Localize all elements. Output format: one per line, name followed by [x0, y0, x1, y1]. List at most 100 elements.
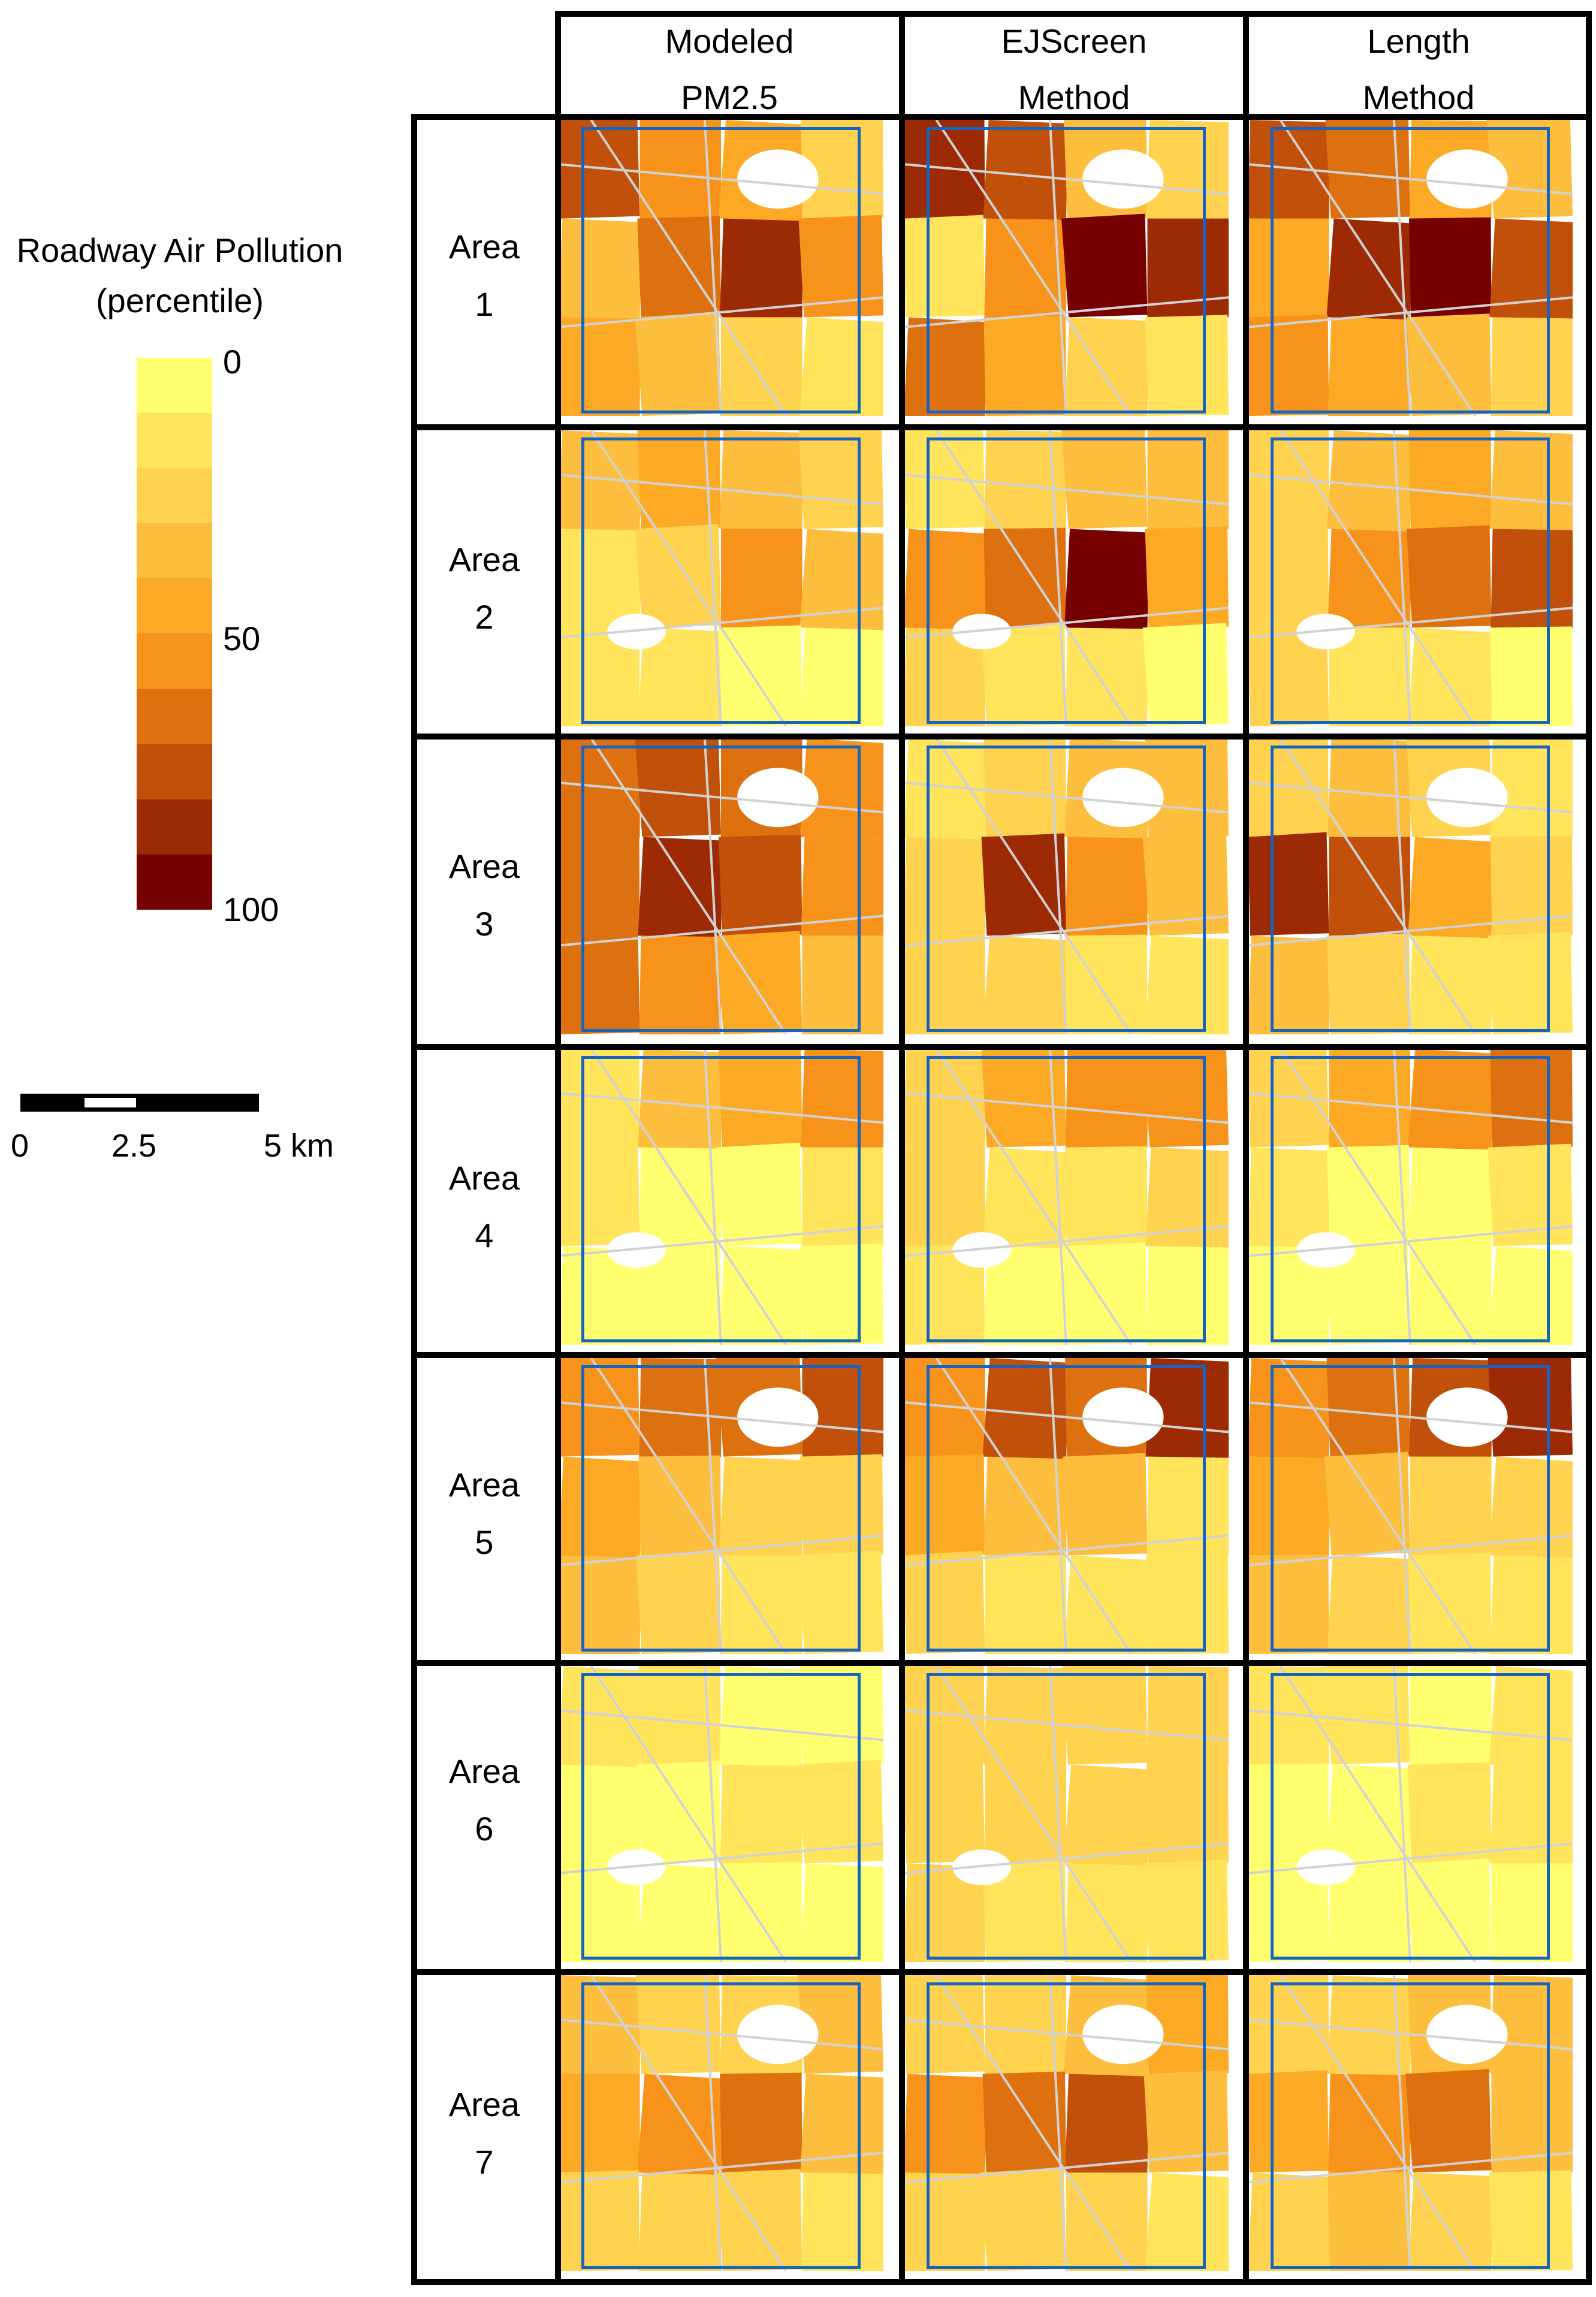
map-tract-patch: [559, 835, 640, 936]
map-tract-patch: [1326, 1145, 1410, 1246]
grid-line: [555, 11, 561, 2285]
map-tract-patch: [636, 1975, 721, 2074]
map-tract-patch: [904, 1759, 985, 1864]
road-line: [703, 1666, 722, 1962]
road-line: [703, 1049, 722, 1345]
road-line: [590, 120, 788, 416]
map-tract-patch: [721, 317, 802, 416]
map-tract-patch: [1066, 837, 1148, 937]
map-empty-area: [1426, 149, 1508, 209]
map-tract-patch: [1405, 2069, 1492, 2173]
road-line: [1248, 473, 1573, 506]
map-extent-frame: [581, 1056, 861, 1342]
map-extent-frame: [927, 437, 1206, 724]
row-header-area-5: Area 5: [414, 1456, 555, 1571]
map-area-3-modeled-pm25: [559, 738, 883, 1034]
map-tract-patch: [1489, 1246, 1573, 1345]
map-tract-patch: [1142, 623, 1229, 726]
map-tract-patch: [636, 1552, 721, 1654]
road-line: [904, 2151, 1229, 2184]
road-line: [1392, 738, 1411, 1034]
map-extent-frame: [581, 745, 861, 1032]
road-line: [1392, 1666, 1411, 1962]
map-tract-patch: [1408, 1762, 1492, 1864]
legend-swatch-7: [137, 689, 212, 744]
road-line: [904, 1225, 1229, 1257]
map-tract-patch: [1324, 1451, 1410, 1556]
map-area-6-modeled-pm25: [559, 1666, 883, 1962]
map-tract-patch: [1147, 1456, 1229, 1556]
map-tract-patch: [1329, 627, 1410, 726]
map-tract-patch: [559, 430, 642, 531]
map-tract-patch: [983, 1456, 1067, 1557]
road-line: [904, 914, 1229, 947]
map-tract-patch: [1488, 932, 1573, 1034]
map-tract-patch: [559, 738, 641, 838]
road-line: [904, 1534, 1229, 1566]
road-line: [590, 738, 788, 1034]
map-extent-frame: [1271, 1365, 1550, 1652]
road-line: [935, 1049, 1133, 1345]
map-tract-patch: [980, 2168, 1066, 2271]
map-tract-patch: [983, 1666, 1067, 1766]
road-line: [559, 296, 883, 328]
map-extent-frame: [927, 127, 1206, 413]
legend-label-0: 0: [223, 343, 242, 381]
map-tract-patch: [985, 1764, 1066, 1864]
map-tract-patch: [1328, 738, 1411, 838]
road-line: [935, 120, 1133, 416]
row-header-line2: 7: [475, 2143, 494, 2181]
map-tract-patch: [638, 1245, 721, 1345]
road-line: [1279, 1049, 1477, 1345]
map-tract-patch: [1408, 627, 1494, 726]
road-line: [1248, 781, 1573, 814]
map-tract-patch: [1248, 935, 1331, 1034]
map-tract-patch: [800, 2073, 883, 2175]
map-tract-patch: [1491, 2073, 1573, 2173]
map-svg: [1248, 1358, 1573, 1654]
map-tract-patch: [559, 626, 640, 726]
grid-line: [411, 734, 1592, 739]
road-line: [559, 1534, 883, 1566]
map-tract-patch: [1329, 1049, 1410, 1148]
map-tract-patch: [904, 1243, 985, 1345]
road-line: [1248, 914, 1573, 947]
row-header-line2: 6: [475, 1810, 494, 1848]
column-header-line1: EJScreen: [1001, 22, 1147, 60]
map-tract-patch: [1489, 1666, 1573, 1767]
map-svg: [904, 1975, 1229, 2271]
map-svg: [1248, 1666, 1573, 1962]
road-line: [1248, 1401, 1573, 1433]
legend-label-100: 100: [223, 891, 279, 928]
map-svg: [559, 1666, 883, 1962]
road-line: [703, 120, 722, 416]
map-tract-patch: [1145, 1147, 1229, 1248]
map-extent-frame: [1271, 127, 1550, 413]
scale-bar: [20, 1094, 259, 1112]
road-line: [904, 1842, 1229, 1875]
map-tract-patch: [721, 529, 802, 628]
road-line: [1392, 1049, 1411, 1345]
row-header-line1: Area: [448, 2085, 520, 2123]
road-line: [1392, 1975, 1411, 2271]
map-tract-patch: [1325, 120, 1410, 219]
map-tract-patch: [798, 215, 883, 318]
map-extent-frame: [581, 1673, 861, 1960]
map-tract-patch: [1327, 1764, 1412, 1866]
legend-title-line2: (percentile): [95, 282, 264, 319]
road-line: [1048, 430, 1067, 726]
road-line: [904, 2018, 1229, 2051]
map-tract-patch: [1142, 1049, 1229, 1148]
map-tract-patch: [797, 1759, 883, 1864]
map-tract-patch: [1410, 1456, 1492, 1556]
map-tract-patch: [904, 738, 988, 840]
grid-line: [411, 1969, 1592, 1975]
map-tract-patch: [559, 1358, 640, 1457]
row-header-area-6: Area 6: [414, 1743, 555, 1858]
legend-label-50: 50: [223, 620, 261, 657]
column-header-modeled-pm25: Modeled PM2.5: [557, 13, 901, 116]
map-tract-patch: [635, 312, 721, 416]
map-tract-patch: [1144, 1860, 1229, 1962]
map-tract-patch: [1065, 1863, 1149, 1962]
map-tract-patch: [637, 1863, 723, 1962]
